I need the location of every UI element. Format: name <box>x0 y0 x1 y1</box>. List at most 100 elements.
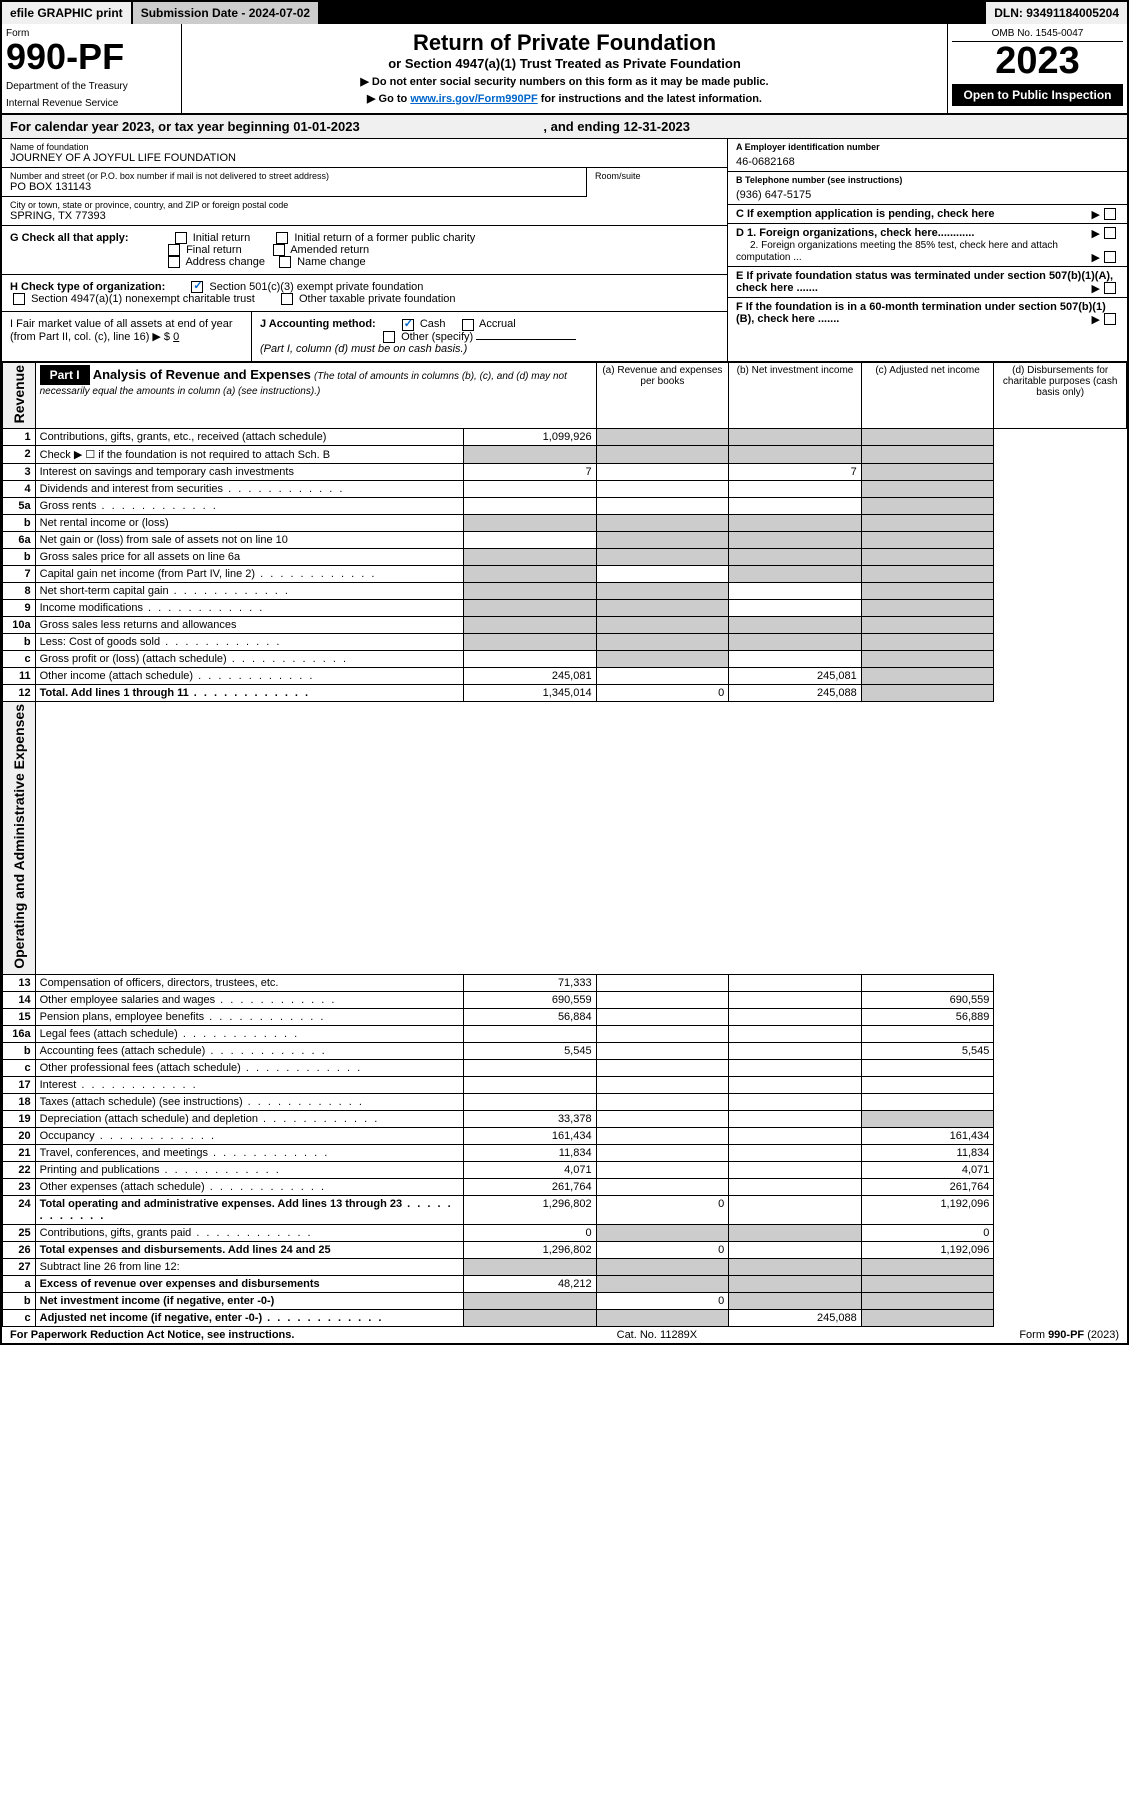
checkbox-d2[interactable] <box>1104 251 1116 263</box>
cell-c <box>729 634 862 651</box>
cell-a <box>464 1292 597 1309</box>
table-row: 23Other expenses (attach schedule)261,76… <box>3 1178 1127 1195</box>
table-row: bNet rental income or (loss) <box>3 515 1127 532</box>
table-row: 26Total expenses and disbursements. Add … <box>3 1241 1127 1258</box>
cell-c <box>729 1042 862 1059</box>
cell-d <box>861 549 994 566</box>
cell-a <box>464 549 597 566</box>
checkbox-name-change[interactable] <box>279 256 291 268</box>
checkbox-cash[interactable] <box>402 319 414 331</box>
checkbox-other-method[interactable] <box>383 331 395 343</box>
calendar-year-row: For calendar year 2023, or tax year begi… <box>2 115 1127 139</box>
footer-right: Form 990-PF (2023) <box>1019 1329 1119 1341</box>
checkbox-d1[interactable] <box>1104 227 1116 239</box>
checkbox-e[interactable] <box>1104 282 1116 294</box>
cell-a <box>464 532 597 549</box>
table-row: 19Depreciation (attach schedule) and dep… <box>3 1110 1127 1127</box>
cell-a <box>464 600 597 617</box>
table-row: 1Contributions, gifts, grants, etc., rec… <box>3 429 1127 446</box>
checkbox-final-return[interactable] <box>168 244 180 256</box>
row-number: 11 <box>3 668 36 685</box>
cell-b <box>596 1008 729 1025</box>
checkbox-initial-former[interactable] <box>276 232 288 244</box>
cell-a: 56,884 <box>464 1008 597 1025</box>
row-number: 5a <box>3 498 36 515</box>
cell-d <box>861 1275 994 1292</box>
row-number: b <box>3 634 36 651</box>
row-number: a <box>3 1275 36 1292</box>
form-title: Return of Private Foundation <box>188 30 941 56</box>
irs-link[interactable]: www.irs.gov/Form990PF <box>410 93 537 105</box>
table-row: bLess: Cost of goods sold <box>3 634 1127 651</box>
cell-b <box>596 1025 729 1042</box>
row-number: 19 <box>3 1110 36 1127</box>
checkbox-4947[interactable] <box>13 293 25 305</box>
cell-d <box>861 651 994 668</box>
cell-b <box>596 1127 729 1144</box>
checkbox-initial-return[interactable] <box>175 232 187 244</box>
cell-c <box>729 1144 862 1161</box>
row-description: Total. Add lines 1 through 11 <box>35 685 463 702</box>
side-revenue: Revenue <box>3 362 36 428</box>
cell-d <box>861 583 994 600</box>
cell-b <box>596 1224 729 1241</box>
row-description: Gross sales less returns and allowances <box>35 617 463 634</box>
checkbox-address-change[interactable] <box>168 256 180 268</box>
table-row: 21Travel, conferences, and meetings11,83… <box>3 1144 1127 1161</box>
cell-a: 690,559 <box>464 991 597 1008</box>
table-row: 8Net short-term capital gain <box>3 583 1127 600</box>
checkbox-f[interactable] <box>1104 313 1116 325</box>
analysis-table: Revenue Part I Analysis of Revenue and E… <box>2 362 1127 1327</box>
checkbox-c[interactable] <box>1104 208 1116 220</box>
dept-treasury: Department of the Treasury <box>6 81 177 92</box>
row-description: Occupancy <box>35 1127 463 1144</box>
row-description: Other employee salaries and wages <box>35 991 463 1008</box>
row-description: Interest <box>35 1076 463 1093</box>
cell-a <box>464 515 597 532</box>
row-number: 2 <box>3 446 36 464</box>
cell-d: 0 <box>861 1224 994 1241</box>
cell-a: 33,378 <box>464 1110 597 1127</box>
row-description: Net short-term capital gain <box>35 583 463 600</box>
row-description: Gross profit or (loss) (attach schedule) <box>35 651 463 668</box>
checkbox-amended[interactable] <box>273 244 285 256</box>
note-link: ▶ Go to www.irs.gov/Form990PF for instru… <box>188 92 941 105</box>
checkbox-other-taxable[interactable] <box>281 293 293 305</box>
checkbox-501c3[interactable] <box>191 281 203 293</box>
row-description: Check ▶ ☐ if the foundation is not requi… <box>35 446 463 464</box>
row-description: Travel, conferences, and meetings <box>35 1144 463 1161</box>
table-row: 9Income modifications <box>3 600 1127 617</box>
cell-b: 0 <box>596 1292 729 1309</box>
cell-d <box>861 1258 994 1275</box>
cell-c <box>729 1093 862 1110</box>
tax-year: 2023 <box>952 42 1123 80</box>
phone-cell: B Telephone number (see instructions) (9… <box>728 172 1127 205</box>
table-row: 14Other employee salaries and wages690,5… <box>3 991 1127 1008</box>
ein-cell: A Employer identification number 46-0682… <box>728 139 1127 172</box>
address-cell: Number and street (or P.O. box number if… <box>2 168 587 197</box>
cell-d <box>861 446 994 464</box>
cell-c <box>729 549 862 566</box>
form-subtitle: or Section 4947(a)(1) Trust Treated as P… <box>188 56 941 71</box>
cell-d <box>861 634 994 651</box>
cell-c <box>729 617 862 634</box>
table-row: 11Other income (attach schedule)245,0812… <box>3 668 1127 685</box>
table-row: 22Printing and publications4,0714,071 <box>3 1161 1127 1178</box>
cell-d <box>861 481 994 498</box>
col-d-header: (d) Disbursements for charitable purpose… <box>994 362 1127 428</box>
cell-a: 7 <box>464 464 597 481</box>
row-number: 22 <box>3 1161 36 1178</box>
checkbox-accrual[interactable] <box>462 319 474 331</box>
cell-d: 1,192,096 <box>861 1195 994 1224</box>
cell-a <box>464 1059 597 1076</box>
cell-b <box>596 1258 729 1275</box>
row-number: c <box>3 651 36 668</box>
row-description: Adjusted net income (if negative, enter … <box>35 1309 463 1326</box>
cell-c <box>729 1059 862 1076</box>
cell-a <box>464 1258 597 1275</box>
cell-a <box>464 1076 597 1093</box>
row-number: b <box>3 549 36 566</box>
row-description: Contributions, gifts, grants, etc., rece… <box>35 429 463 446</box>
section-i: I Fair market value of all assets at end… <box>2 312 252 360</box>
row-number: 25 <box>3 1224 36 1241</box>
